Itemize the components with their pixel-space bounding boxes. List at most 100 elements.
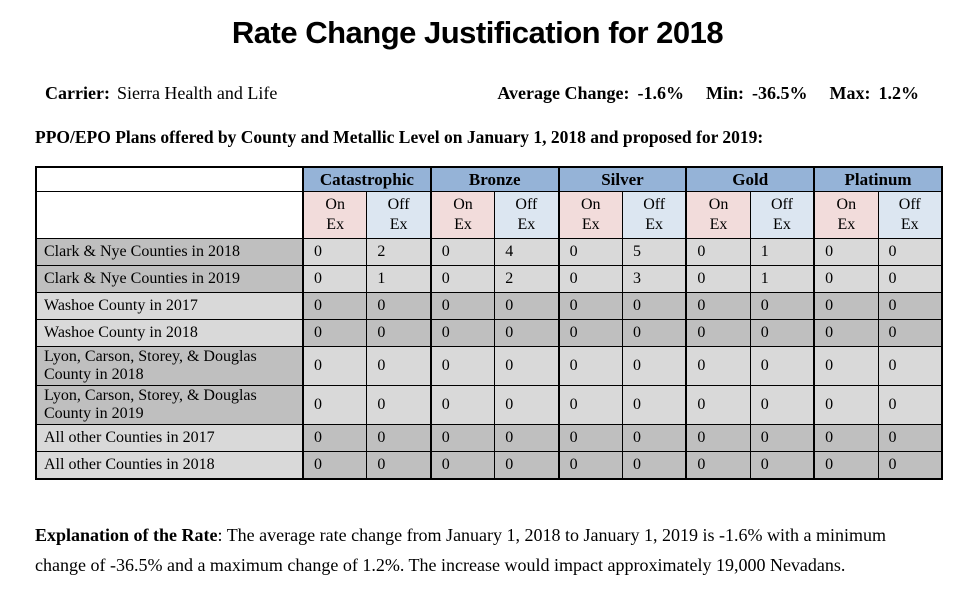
header-line: Ex: [900, 215, 919, 233]
value-cell: 0: [366, 451, 432, 480]
value-cell: 0: [302, 451, 368, 480]
value-cell: 0: [302, 319, 368, 348]
header-line: Off: [387, 196, 410, 214]
value-cell: 5: [621, 238, 687, 267]
value-cell: 0: [685, 346, 751, 387]
value-cell: 0: [429, 319, 496, 348]
value-cell: 0: [813, 385, 879, 426]
value-cell: 0: [813, 319, 879, 348]
value-cell: 0: [429, 385, 496, 426]
explanation-text: : The average rate change from January 1…: [35, 525, 887, 576]
average-change-label: Average Change:: [497, 83, 630, 104]
value-cell: 0: [813, 292, 879, 321]
table-row: Washoe County in 2017 0 0 0 0 0 0 0 0 0 …: [35, 292, 943, 321]
row-label-cell: Clark & Nye Counties in 2018: [35, 238, 304, 267]
value-cell: 0: [877, 292, 943, 321]
value-cell: 3: [621, 265, 687, 294]
empty-header-cell: [35, 191, 304, 240]
table-row: Lyon, Carson, Storey, & Douglas County i…: [35, 385, 943, 426]
off-exchange-header: Off Ex: [494, 191, 560, 240]
row-label-cell: All other Counties in 2018: [35, 451, 304, 480]
value-cell: 0: [813, 265, 879, 294]
on-exchange-header: On Ex: [557, 191, 623, 240]
value-cell: 0: [429, 238, 496, 267]
metal-level-header-row: Catastrophic Bronze Silver Gold Platinum: [35, 166, 943, 193]
min-value: -36.5%: [752, 83, 808, 104]
max-label: Max:: [829, 83, 871, 104]
value-cell: 1: [366, 265, 432, 294]
value-cell: 0: [621, 346, 687, 387]
value-cell: 0: [557, 292, 623, 321]
max-value: 1.2%: [878, 83, 920, 104]
on-exchange-header: On Ex: [685, 191, 751, 240]
row-label-cell: Clark & Nye Counties in 2019: [35, 265, 304, 294]
value-cell: 0: [557, 424, 623, 453]
value-cell: 0: [557, 346, 623, 387]
value-cell: 0: [749, 292, 815, 321]
value-cell: 0: [685, 385, 751, 426]
value-cell: 0: [877, 319, 943, 348]
value-cell: 0: [877, 238, 943, 267]
table-row: Clark & Nye Counties in 2018 0 2 0 4 0 5…: [35, 238, 943, 267]
header-line: Ex: [454, 215, 472, 233]
header-line: Ex: [645, 215, 664, 233]
value-cell: 0: [557, 238, 623, 267]
value-cell: 0: [429, 424, 496, 453]
row-label-cell: Washoe County in 2017: [35, 292, 304, 321]
table-row: Lyon, Carson, Storey, & Douglas County i…: [35, 346, 943, 387]
carrier-value: Sierra Health and Life: [116, 83, 278, 104]
value-cell: 0: [494, 385, 560, 426]
row-label-cell: Lyon, Carson, Storey, & Douglas County i…: [35, 385, 304, 426]
value-cell: 0: [813, 424, 879, 453]
value-cell: 0: [877, 346, 943, 387]
value-cell: 0: [685, 265, 751, 294]
row-label-cell: Washoe County in 2018: [35, 319, 304, 348]
header-line: Off: [643, 196, 666, 214]
header-line: On: [453, 196, 473, 214]
carrier-label: Carrier:: [45, 83, 110, 104]
metal-level-header-bronze: Bronze: [429, 166, 560, 193]
metal-level-header-gold: Gold: [685, 166, 815, 193]
off-exchange-header: Off Ex: [877, 191, 943, 240]
value-cell: 0: [557, 385, 623, 426]
value-cell: 0: [494, 424, 560, 453]
document-page: Rate Change Justification for 2018 Carri…: [0, 14, 955, 608]
carrier-line: Carrier: Sierra Health and Life: [45, 83, 455, 104]
value-cell: 0: [685, 238, 751, 267]
table-row: Washoe County in 2018 0 0 0 0 0 0 0 0 0 …: [35, 319, 943, 348]
on-exchange-header: On Ex: [813, 191, 879, 240]
value-cell: 0: [749, 424, 815, 453]
value-cell: 1: [749, 238, 815, 267]
header-line: Off: [770, 196, 793, 214]
page-title: Rate Change Justification for 2018: [231, 15, 724, 50]
table-row: All other Counties in 2017 0 0 0 0 0 0 0…: [35, 424, 943, 453]
value-cell: 0: [302, 265, 368, 294]
metal-level-header-platinum: Platinum: [813, 166, 943, 193]
value-cell: 0: [557, 451, 623, 480]
meta-row: Carrier: Sierra Health and Life Average C…: [45, 83, 919, 104]
value-cell: 0: [621, 385, 687, 426]
header-line: On: [325, 196, 345, 214]
metal-level-header-silver: Silver: [557, 166, 687, 193]
value-cell: 0: [557, 319, 623, 348]
table-row: All other Counties in 2018 0 0 0 0 0 0 0…: [35, 451, 943, 480]
off-exchange-header: Off Ex: [749, 191, 815, 240]
plans-table: Catastrophic Bronze Silver Gold Platinum…: [35, 166, 943, 481]
table-caption: PPO/EPO Plans offered by County and Meta…: [35, 127, 764, 148]
on-exchange-header: On Ex: [302, 191, 368, 240]
value-cell: 0: [813, 346, 879, 387]
value-cell: 0: [429, 292, 496, 321]
value-cell: 0: [877, 424, 943, 453]
value-cell: 0: [749, 385, 815, 426]
value-cell: 0: [877, 451, 943, 480]
header-line: Off: [898, 196, 921, 214]
value-cell: 2: [366, 238, 432, 267]
value-cell: 0: [877, 385, 943, 426]
exchange-subheader-row: On Ex Off Ex On Ex Off Ex On Ex Off Ex On Ex Of…: [35, 191, 943, 240]
header-line: On: [708, 196, 729, 214]
value-cell: 0: [749, 346, 815, 387]
average-change-value: -1.6%: [637, 83, 685, 104]
value-cell: 0: [749, 451, 815, 480]
value-cell: 0: [557, 265, 623, 294]
rate-stats: Average Change: -1.6% Min: -36.5% Max: 1.2%: [497, 83, 919, 104]
